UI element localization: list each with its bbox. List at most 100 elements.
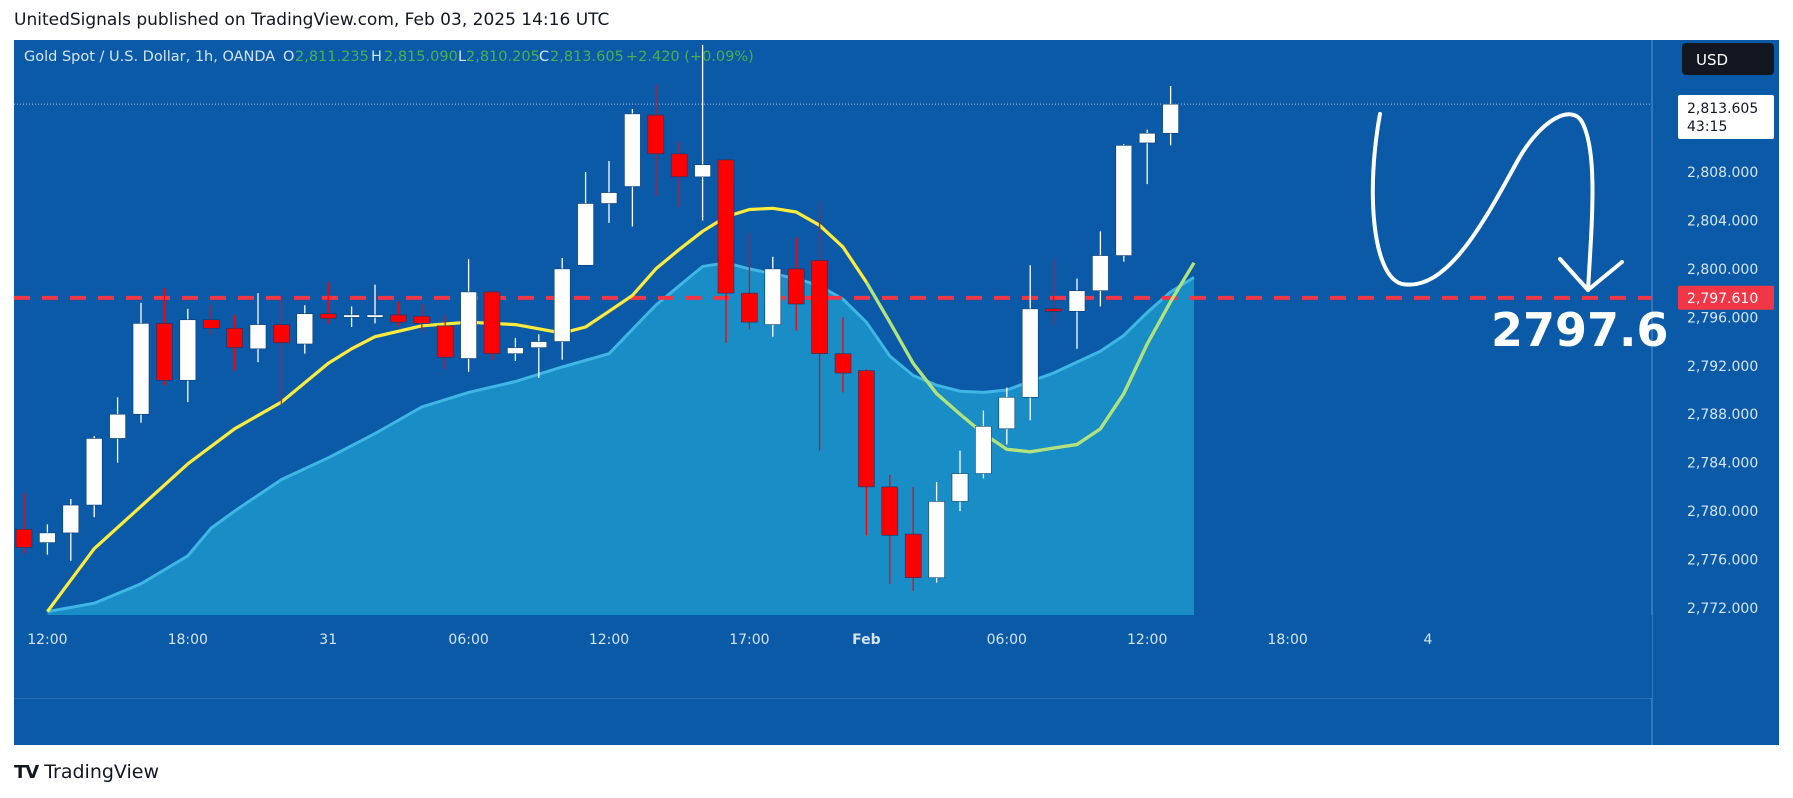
y-tick-label: 2,772.000 — [1687, 601, 1758, 617]
legend-low-value: 2,810.205 — [466, 49, 540, 65]
tradingview-logo-icon[interactable]: TV — [14, 761, 39, 783]
candle — [413, 304, 431, 332]
x-tick-label: 06:00 — [987, 632, 1027, 648]
published-info: published on TradingView.com, Feb 03, 20… — [136, 10, 610, 30]
candle — [858, 369, 875, 536]
candle — [273, 295, 290, 405]
ma-layer — [14, 206, 1652, 698]
candle — [460, 259, 477, 372]
x-tick-label: 18:00 — [1267, 632, 1307, 648]
candle-body — [1162, 103, 1179, 134]
candle-body — [811, 260, 828, 354]
candle-body — [1092, 255, 1109, 291]
y-tick-label: 2,800.000 — [1687, 262, 1758, 278]
candle — [202, 305, 220, 335]
candle — [226, 314, 243, 371]
y-tick-label: 2,792.000 — [1687, 359, 1758, 375]
candle-body — [975, 426, 992, 474]
x-tick-label: 12:00 — [1127, 632, 1167, 648]
chart-frame[interactable]: 2,772.000 2,776.000 2,780.000 2,784.000 2,78… — [14, 40, 1779, 745]
x-tick-label: 12:00 — [589, 632, 629, 648]
candle-body — [904, 533, 922, 579]
candle — [904, 486, 922, 592]
candle — [951, 450, 969, 512]
candle — [179, 308, 197, 403]
x-tick-label: 17:00 — [729, 632, 769, 648]
price-axis-panel[interactable] — [1652, 40, 1779, 745]
publisher-name[interactable]: UnitedSignals — [14, 10, 131, 30]
candle-body — [507, 347, 524, 354]
candle-body — [202, 319, 220, 329]
ohlc-legend[interactable]: Gold Spot / U.S. Dollar, 1h, OANDA O 2,8… — [24, 49, 754, 65]
x-tick-label: 18:00 — [168, 632, 208, 648]
y-axis-layer: 2,772.000 2,776.000 2,780.000 2,784.000 2,78… — [1687, 165, 1758, 617]
y-tick-label: 2,796.000 — [1687, 310, 1758, 326]
candle-body — [834, 353, 852, 374]
candle-body — [694, 164, 711, 178]
candle-body — [1021, 308, 1039, 398]
candle-body — [553, 268, 571, 342]
candle-body — [717, 159, 735, 294]
candle — [694, 44, 711, 221]
candle-body — [156, 323, 173, 381]
price-chart[interactable]: 2,772.000 2,776.000 2,780.000 2,784.000 2,78… — [14, 40, 1779, 745]
projection-arrow-head — [1558, 257, 1624, 292]
candle — [553, 257, 571, 360]
candle-body — [998, 396, 1016, 430]
candle-body — [179, 319, 197, 381]
candle — [319, 282, 337, 324]
candle — [249, 293, 267, 363]
candle — [1092, 231, 1109, 307]
candle-body — [624, 113, 641, 187]
currency-button[interactable]: USD — [1682, 43, 1774, 75]
candle — [366, 284, 384, 324]
candle-body — [413, 315, 431, 324]
candle — [39, 524, 56, 555]
candle-body — [39, 532, 56, 543]
candle-body — [319, 313, 337, 319]
legend-symbol[interactable]: Gold Spot / U.S. Dollar, 1h, OANDA — [24, 49, 275, 65]
target-annotation: 2797.6 — [1491, 303, 1669, 357]
candle-body — [85, 438, 103, 506]
candle — [507, 337, 524, 361]
candle — [670, 141, 688, 208]
candle-body — [1138, 132, 1156, 144]
candle — [787, 237, 805, 331]
candle — [1068, 278, 1086, 349]
level-price-tag: 2,797.610 — [1678, 285, 1774, 310]
candle-body — [109, 413, 126, 439]
candle — [811, 202, 828, 451]
candle — [483, 290, 501, 360]
candle — [647, 84, 665, 197]
candle-body — [273, 324, 290, 344]
candle — [928, 482, 945, 583]
y-tick-label: 2,780.000 — [1687, 504, 1758, 520]
currency-label[interactable]: USD — [1696, 51, 1728, 69]
candle — [998, 387, 1016, 445]
x-tick-label: Feb — [852, 632, 881, 648]
candle — [156, 288, 173, 386]
candle — [132, 302, 150, 423]
candle-body — [249, 324, 267, 350]
candle-body — [15, 528, 33, 548]
candle — [15, 492, 33, 554]
candle — [975, 410, 992, 479]
candle-body — [951, 473, 969, 502]
candle-body — [787, 268, 805, 305]
candle-body — [858, 370, 875, 488]
tradingview-brand[interactable]: TradingView — [44, 761, 160, 783]
candle — [881, 474, 899, 584]
tradingview-footer[interactable]: TV TradingView — [14, 758, 159, 786]
candle-body — [600, 192, 618, 204]
candle — [62, 499, 80, 561]
candle-body — [132, 323, 150, 415]
candle-body — [647, 114, 665, 155]
candle-body — [460, 291, 477, 359]
y-tick-label: 2,784.000 — [1687, 456, 1758, 472]
last-price-value: 2,813.605 — [1687, 101, 1758, 117]
x-axis-layer: 12:00 18:00 31 06:00 12:00 17:00 Feb 06:00 12:00… — [27, 632, 1432, 648]
candle-body — [296, 313, 314, 345]
candle — [834, 317, 852, 393]
candle — [1021, 265, 1039, 421]
legend-change: +2.420 (+0.09%) — [626, 49, 754, 65]
